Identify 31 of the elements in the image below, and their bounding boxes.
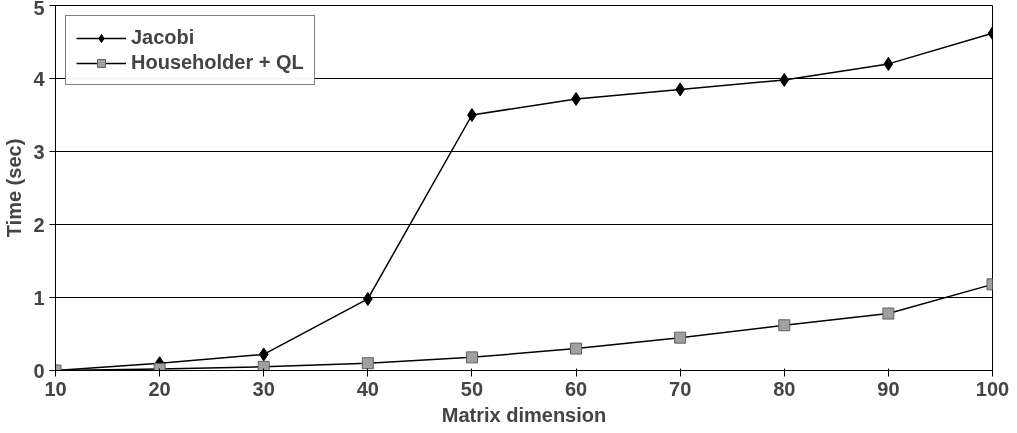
x-tick-label: 80: [773, 377, 796, 400]
y-tick-label: 2: [33, 213, 45, 236]
point: [465, 351, 478, 364]
y-tick-label: 3: [33, 140, 45, 163]
point: [257, 360, 270, 371]
x-axis-title: Matrix dimension: [441, 403, 607, 426]
point: [882, 307, 895, 320]
x-tick-label: 10: [44, 377, 67, 400]
y-tick-label: 5: [33, 0, 45, 19]
y-axis-title: Time (sec): [3, 138, 26, 238]
y-tick-label: 1: [33, 286, 45, 309]
point: [779, 72, 790, 87]
x-tick-label: 40: [356, 377, 379, 400]
legend-label: Householder + QL: [131, 51, 304, 74]
x-tick-label: 20: [148, 377, 171, 400]
point: [883, 56, 894, 71]
point: [570, 342, 583, 355]
y-tick-label: 4: [33, 67, 46, 90]
x-tick-label: 50: [460, 377, 484, 400]
x-tick-label: 100: [975, 377, 1010, 400]
point: [467, 108, 477, 122]
point: [361, 357, 374, 370]
point: [778, 319, 791, 332]
y-tick-label: 0: [33, 359, 45, 382]
x-tick-label: 90: [877, 377, 900, 400]
legend-label: Jacobi: [131, 26, 195, 49]
x-tick-label: 30: [252, 377, 275, 400]
x-tick-label: 60: [564, 377, 588, 400]
x-tick-label: 70: [669, 377, 692, 400]
point: [258, 347, 269, 362]
point: [674, 331, 687, 344]
